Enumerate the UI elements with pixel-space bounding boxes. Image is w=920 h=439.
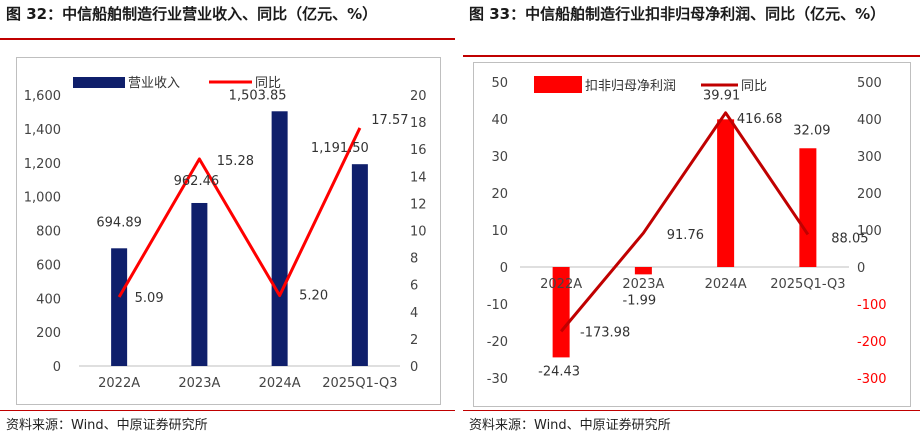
right-axis-tick: 4 [410, 306, 418, 321]
right-axis-tick: 0 [410, 360, 418, 375]
right-axis-tick: -200 [857, 335, 887, 350]
net-profit-bar [717, 119, 735, 267]
left-axis-tick: 1,200 [24, 157, 61, 172]
net-profit-bar [799, 148, 817, 267]
revenue-data-label: 1,503.85 [229, 88, 287, 103]
left-axis-tick: 200 [36, 326, 61, 341]
right-axis-tick: 18 [410, 116, 427, 131]
chart-panel-left: 图 32：中信船舶制造行业营业收入、同比（亿元、%） 0 200 400 600 800… [0, 0, 455, 439]
right-axis-tick: 400 [857, 113, 882, 128]
chart-panel-right: 图 33：中信船舶制造行业扣非归母净利润、同比（亿元、%） -30 -20 -10 0… [463, 0, 920, 439]
right-axis-tick: -100 [857, 298, 887, 313]
figure-title: 图 32：中信船舶制造行业营业收入、同比（亿元、%） [6, 5, 378, 23]
yoy-data-label: 91.76 [667, 228, 704, 243]
x-axis-tick: 2025Q1-Q3 [770, 277, 845, 292]
title-divider [0, 38, 455, 40]
right-axis-tick: -300 [857, 372, 887, 387]
revenue-bar [111, 248, 128, 366]
right-axis-tick: 20 [410, 89, 427, 104]
left-axis-tick: 0 [53, 360, 61, 375]
left-axis-tick: 1,400 [24, 123, 61, 138]
right-axis-tick: 8 [410, 252, 418, 267]
source-note: 资料来源：Wind、中原证券研究所 [6, 418, 208, 433]
net-profit-data-label: -24.43 [538, 364, 580, 379]
revenue-data-label: 962.46 [174, 174, 220, 189]
right-axis-tick: 12 [410, 197, 427, 212]
chart-frame: -30 -20 -10 0 10 20 30 40 50 -300 -200 -100 0 100 200 3… [473, 62, 911, 407]
revenue-data-label: 1,191.50 [311, 141, 369, 156]
yoy-data-label: 5.09 [135, 291, 164, 306]
left-axis-tick: 600 [36, 258, 61, 273]
x-axis-tick: 2024A [259, 376, 301, 391]
left-axis-tick: 1,600 [24, 89, 61, 104]
left-axis-tick: -20 [487, 335, 508, 350]
right-axis-tick: 0 [857, 261, 865, 276]
net-profit-data-label: -1.99 [623, 293, 657, 308]
left-axis-tick: 20 [491, 187, 508, 202]
legend-label-yoy: 同比 [741, 79, 767, 94]
left-axis-tick: 10 [491, 224, 508, 239]
right-axis-tick: 16 [410, 143, 427, 158]
right-axis-tick: 6 [410, 279, 418, 294]
x-axis-tick: 2024A [705, 277, 747, 292]
yoy-line [559, 111, 810, 333]
x-axis-tick: 2025Q1-Q3 [322, 376, 397, 391]
yoy-data-label: -173.98 [580, 325, 630, 340]
right-axis-tick: 2 [410, 333, 418, 348]
revenue-chart: 0 200 400 600 800 1,000 1,200 1,400 1,600 0 2 4 6 8 10… [24, 76, 427, 391]
legend-label-revenue: 营业收入 [128, 76, 180, 91]
right-axis-tick: 300 [857, 150, 882, 165]
source-divider [463, 410, 920, 411]
left-axis-tick: 30 [491, 150, 508, 165]
net-profit-data-label: 39.91 [703, 88, 740, 103]
net-profit-data-label: 32.09 [793, 123, 830, 138]
net-profit-bar [552, 267, 570, 358]
right-axis-tick: 14 [410, 170, 427, 185]
revenue-bar [351, 164, 368, 366]
left-axis-tick: -30 [487, 372, 508, 387]
yoy-data-label: 416.68 [737, 112, 783, 127]
right-axis-tick: 200 [857, 187, 882, 202]
left-axis-tick: 0 [500, 261, 508, 276]
legend-swatch-net-profit [534, 76, 582, 93]
chart-frame: 0 200 400 600 800 1,000 1,200 1,400 1,600 0 2 4 6 8 10… [16, 57, 441, 405]
source-divider [0, 410, 455, 411]
legend-label-net-profit: 扣非归母净利润 [585, 79, 676, 94]
title-divider [463, 55, 920, 57]
left-axis-tick: 40 [491, 113, 508, 128]
yoy-data-label: 15.28 [217, 154, 254, 169]
right-axis-tick: 500 [857, 76, 882, 91]
source-note: 资料来源：Wind、中原证券研究所 [469, 418, 671, 433]
yoy-line [117, 127, 362, 298]
x-axis-tick: 2023A [178, 376, 220, 391]
left-axis-tick: 800 [36, 225, 61, 240]
net-profit-bar [634, 267, 652, 275]
left-axis-tick: -10 [487, 298, 508, 313]
yoy-data-label: 17.57 [371, 113, 408, 128]
yoy-data-label: 88.05 [831, 231, 868, 246]
revenue-bar [271, 111, 288, 367]
figure-title: 图 33：中信船舶制造行业扣非归母净利润、同比（亿元、%） [469, 5, 886, 23]
left-axis-tick: 400 [36, 292, 61, 307]
legend-label-yoy: 同比 [255, 76, 281, 91]
yoy-data-label: 5.20 [299, 289, 328, 304]
revenue-data-label: 694.89 [96, 215, 142, 230]
legend-swatch-revenue [73, 77, 125, 88]
left-axis-tick: 1,000 [24, 191, 61, 206]
right-axis-tick: 10 [410, 225, 427, 240]
right-axis-tick: 100 [857, 224, 882, 239]
revenue-bar [191, 202, 208, 366]
x-axis-tick: 2022A [98, 376, 140, 391]
x-axis-tick: 2023A [622, 277, 664, 292]
net-profit-chart: -30-20-1001020304050-300-200-10001002003… [487, 76, 887, 387]
x-axis-tick: 2022A [540, 277, 582, 292]
left-axis-tick: 50 [491, 76, 508, 91]
